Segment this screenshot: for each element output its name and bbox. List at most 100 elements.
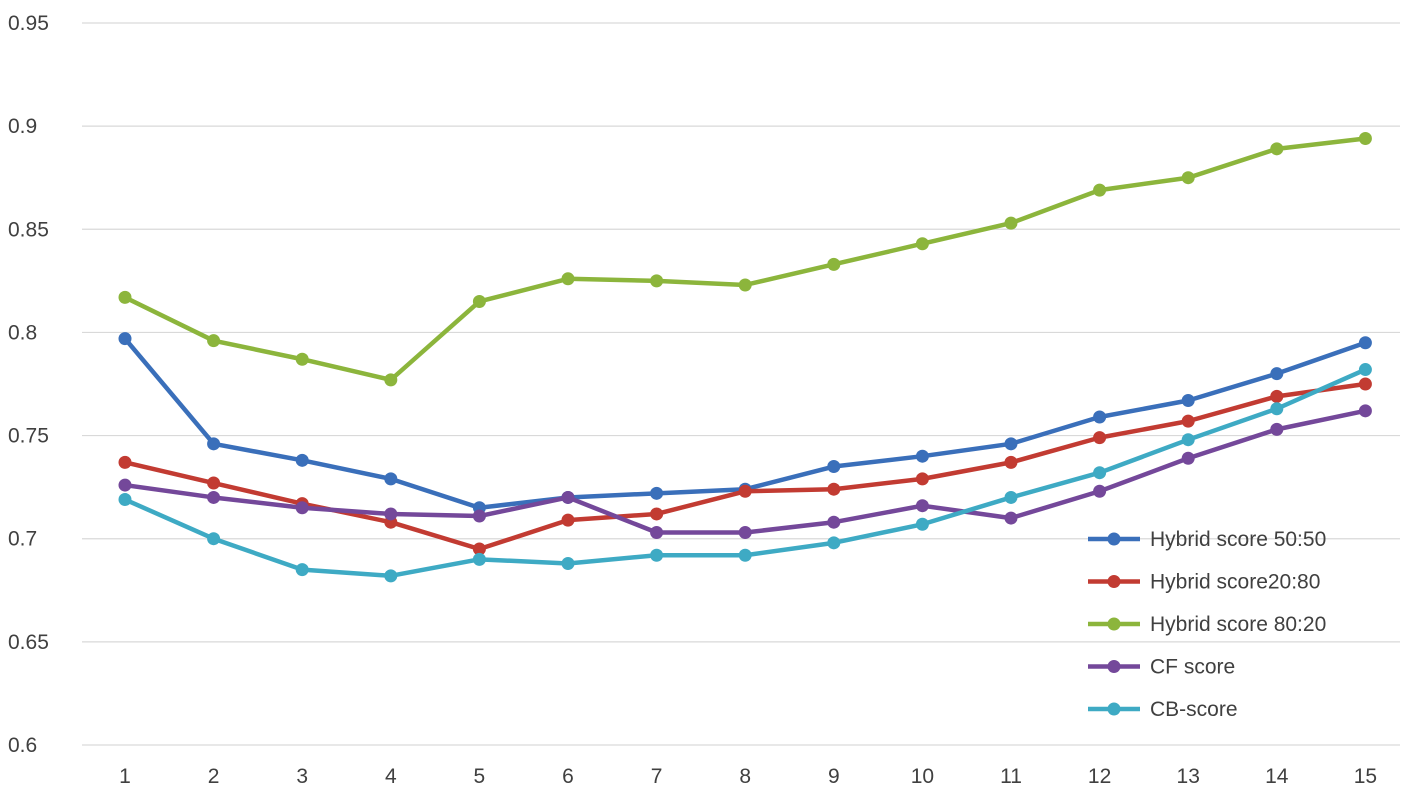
- data-point: [1181, 414, 1195, 428]
- data-point: [915, 472, 929, 486]
- series-line: [122, 408, 1368, 535]
- data-point: [384, 373, 398, 387]
- y-tick-label: 0.9: [8, 115, 37, 138]
- data-point: [827, 536, 841, 550]
- legend-label: Hybrid score 80:20: [1150, 613, 1326, 636]
- data-point: [295, 352, 309, 366]
- legend-label: CB-score: [1150, 698, 1238, 721]
- x-tick-label: 9: [828, 765, 840, 788]
- data-point: [118, 493, 132, 507]
- data-point: [1358, 363, 1372, 377]
- data-point: [1093, 484, 1107, 498]
- data-point: [207, 437, 221, 451]
- data-point: [1358, 132, 1372, 146]
- legend-swatch-marker: [1107, 702, 1121, 716]
- data-point: [561, 513, 575, 527]
- data-point: [472, 542, 486, 556]
- legend-item: Hybrid score 50:50: [1088, 528, 1326, 551]
- legend-swatch-marker: [1107, 617, 1121, 631]
- x-tick-label: 4: [385, 765, 397, 788]
- data-point: [207, 334, 221, 348]
- legend-item: Hybrid score20:80: [1088, 571, 1320, 594]
- data-point: [561, 490, 575, 504]
- x-tick-label: 2: [208, 765, 220, 788]
- data-point: [915, 237, 929, 251]
- data-point: [295, 453, 309, 467]
- data-point: [650, 486, 664, 500]
- series-4: [118, 404, 1372, 540]
- gridlines: [82, 22, 1400, 746]
- legend-item: CF score: [1088, 656, 1235, 679]
- x-tick-label: 10: [911, 765, 934, 788]
- data-point: [384, 569, 398, 583]
- data-point: [207, 490, 221, 504]
- data-point: [295, 563, 309, 577]
- data-point: [207, 476, 221, 490]
- x-tick-label: 13: [1177, 765, 1200, 788]
- x-tick-label: 6: [562, 765, 574, 788]
- data-point: [1093, 466, 1107, 480]
- data-point: [827, 482, 841, 496]
- data-point: [1270, 389, 1284, 403]
- x-tick-label: 12: [1088, 765, 1111, 788]
- series-line: [122, 136, 1368, 383]
- legend-swatch-marker: [1107, 575, 1121, 588]
- data-point: [1270, 142, 1284, 156]
- y-tick-label: 0.95: [8, 12, 49, 35]
- series-3: [118, 132, 1372, 387]
- data-point: [650, 274, 664, 288]
- data-point: [1093, 410, 1107, 424]
- x-tick-label: 1: [119, 765, 131, 788]
- data-point: [1181, 433, 1195, 447]
- data-point: [1004, 455, 1018, 469]
- data-point: [1358, 404, 1372, 418]
- legend-swatch-marker: [1107, 660, 1121, 673]
- data-point: [827, 460, 841, 474]
- legend-label: Hybrid score20:80: [1150, 571, 1320, 594]
- data-point: [738, 484, 752, 498]
- data-point: [1093, 431, 1107, 445]
- series-5: [118, 363, 1372, 583]
- data-point: [118, 455, 132, 469]
- data-point: [472, 509, 486, 523]
- data-point: [1358, 336, 1372, 350]
- data-point: [650, 507, 664, 521]
- y-tick-label: 0.7: [8, 528, 37, 551]
- data-point: [650, 526, 664, 540]
- data-point: [207, 532, 221, 546]
- legend-label: Hybrid score 50:50: [1150, 528, 1326, 551]
- data-point: [738, 526, 752, 540]
- y-tick-label: 0.75: [8, 425, 49, 448]
- data-point: [650, 548, 664, 562]
- data-point: [1004, 511, 1018, 525]
- y-tick-label: 0.6: [8, 734, 37, 757]
- series-line: [122, 381, 1368, 552]
- data-point: [1181, 451, 1195, 465]
- data-point: [1181, 171, 1195, 185]
- data-point: [1358, 377, 1372, 391]
- data-point: [827, 257, 841, 271]
- legend-swatch-marker: [1107, 532, 1121, 546]
- data-point: [1093, 183, 1107, 197]
- data-point: [915, 499, 929, 513]
- data-point: [295, 501, 309, 515]
- x-tick-label: 15: [1354, 765, 1377, 788]
- data-point: [118, 332, 132, 346]
- y-tick-label: 0.8: [8, 321, 37, 344]
- legend-item: Hybrid score 80:20: [1088, 613, 1326, 636]
- data-point: [384, 472, 398, 486]
- legend: Hybrid score 50:50 Hybrid score20:80 Hybri…: [1088, 528, 1326, 721]
- y-tick-label: 0.85: [8, 218, 49, 241]
- data-point: [1270, 422, 1284, 436]
- data-point: [1270, 402, 1284, 416]
- x-tick-label: 8: [739, 765, 751, 788]
- data-point: [1004, 216, 1018, 230]
- data-point: [561, 556, 575, 570]
- data-point: [384, 507, 398, 521]
- y-tick-label: 0.65: [8, 631, 49, 654]
- x-tick-label: 7: [651, 765, 663, 788]
- x-tick-label: 3: [296, 765, 308, 788]
- x-tick-label: 14: [1265, 765, 1289, 788]
- data-point: [472, 294, 486, 308]
